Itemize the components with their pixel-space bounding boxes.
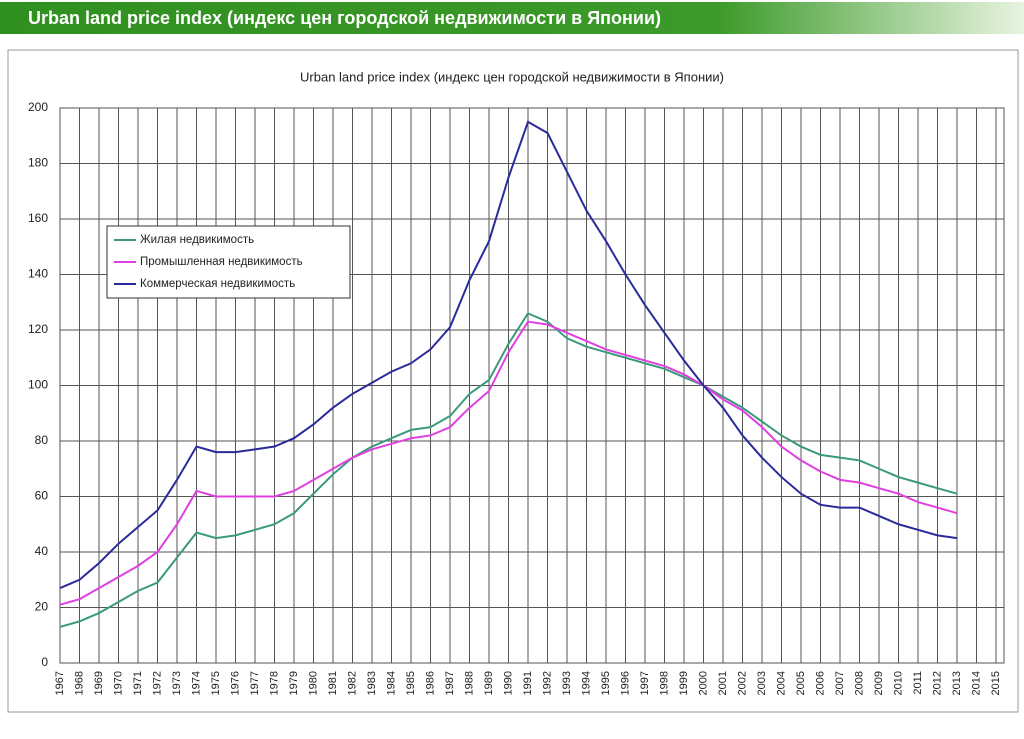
- y-tick-label: 100: [28, 378, 48, 392]
- x-tick-label: 2007: [834, 671, 846, 695]
- x-tick-label: 2008: [853, 671, 865, 695]
- x-tick-label: 2010: [892, 671, 904, 695]
- y-tick-label: 60: [35, 489, 49, 503]
- x-tick-label: 1985: [405, 671, 417, 695]
- y-tick-label: 160: [28, 211, 48, 225]
- x-tick-label: 1987: [444, 671, 456, 695]
- header-title: Urban land price index (индекс цен город…: [28, 8, 661, 28]
- x-tick-label: 2003: [756, 671, 768, 695]
- x-tick-label: 1982: [346, 671, 358, 695]
- x-tick-label: 1992: [541, 671, 553, 695]
- x-tick-label: 1977: [249, 671, 261, 695]
- y-tick-label: 80: [35, 433, 49, 447]
- x-tick-label: 2004: [775, 671, 787, 695]
- x-tick-label: 1991: [522, 671, 534, 695]
- x-tick-label: 1986: [424, 671, 436, 695]
- x-tick-label: 1975: [210, 671, 222, 695]
- y-tick-label: 180: [28, 156, 48, 170]
- x-tick-label: 2013: [951, 671, 963, 695]
- x-tick-label: 1990: [502, 671, 514, 695]
- x-tick-label: 1999: [678, 671, 690, 695]
- chart-title: Urban land price index (индекс цен город…: [300, 69, 724, 84]
- x-tick-label: 1972: [151, 671, 163, 695]
- x-tick-label: 1968: [73, 671, 85, 695]
- legend-label: Жилая недвикимость: [140, 234, 254, 246]
- x-tick-label: 1981: [327, 671, 339, 695]
- x-tick-label: 2002: [736, 671, 748, 695]
- x-tick-label: 1979: [288, 671, 300, 695]
- x-tick-label: 2015: [990, 671, 1002, 695]
- series-line: [59, 320, 958, 606]
- x-tick-label: 1989: [483, 671, 495, 695]
- x-tick-label: 1998: [658, 671, 670, 695]
- y-tick-label: 40: [35, 544, 49, 558]
- x-tick-label: 1994: [580, 671, 592, 695]
- x-tick-label: 1978: [268, 671, 280, 695]
- x-tick-label: 2011: [912, 671, 924, 695]
- x-tick-label: 1974: [190, 671, 202, 695]
- x-tick-label: 1976: [229, 671, 241, 695]
- legend-box: [106, 225, 351, 299]
- x-tick-label: 1997: [639, 671, 651, 695]
- x-tick-label: 2009: [873, 671, 885, 695]
- x-tick-label: 2006: [814, 671, 826, 695]
- series-line: [59, 120, 958, 589]
- x-tick-label: 2005: [795, 671, 807, 695]
- x-tick-label: 2000: [697, 671, 709, 695]
- x-tick-label: 1988: [463, 671, 475, 695]
- x-tick-label: 1967: [54, 671, 66, 695]
- y-tick-label: 120: [28, 322, 48, 336]
- x-tick-label: 1970: [112, 671, 124, 695]
- x-tick-label: 1993: [561, 671, 573, 695]
- y-tick-label: 140: [28, 267, 48, 281]
- series-line: [59, 312, 958, 628]
- x-tick-label: 1971: [132, 671, 144, 695]
- x-tick-label: 1969: [93, 671, 105, 695]
- x-tick-label: 1973: [171, 671, 183, 695]
- x-tick-label: 1996: [619, 671, 631, 695]
- y-tick-label: 200: [28, 100, 48, 114]
- legend-label: Коммерческая недвикимость: [140, 278, 295, 290]
- y-tick-label: 0: [41, 655, 48, 669]
- y-tick-label: 20: [35, 600, 49, 614]
- x-tick-label: 2014: [970, 671, 982, 695]
- x-tick-label: 1983: [366, 671, 378, 695]
- x-tick-label: 2001: [717, 671, 729, 695]
- x-tick-label: 1995: [600, 671, 612, 695]
- x-tick-label: 1980: [307, 671, 319, 695]
- legend-label: Промышленная недвикимость: [140, 256, 303, 268]
- x-tick-label: 2012: [931, 671, 943, 695]
- header-bar: [0, 2, 1024, 34]
- x-tick-label: 1984: [385, 671, 397, 695]
